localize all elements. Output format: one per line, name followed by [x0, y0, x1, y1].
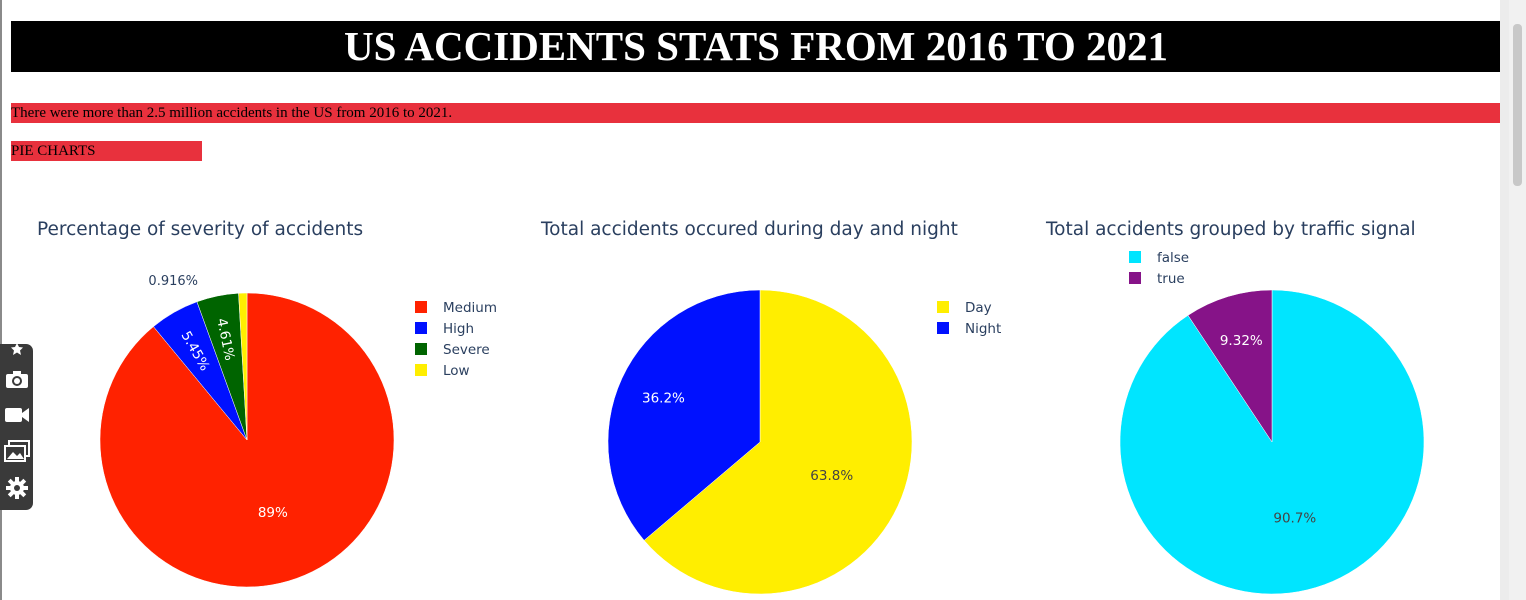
- video-icon[interactable]: [3, 402, 30, 428]
- legend-label-night[interactable]: Night: [965, 321, 1001, 337]
- legend-swatch-false[interactable]: [1129, 251, 1141, 263]
- pie-chart-3: Total accidents grouped by traffic signa…: [1045, 219, 1425, 595]
- legend-label-low[interactable]: Low: [443, 363, 470, 379]
- gallery-icon[interactable]: [3, 438, 30, 464]
- chart-title: Total accidents occured during day and n…: [540, 219, 958, 240]
- slice-label-medium: 89%: [258, 505, 288, 521]
- slice-label-false: 90.7%: [1273, 511, 1316, 527]
- legend-label-day[interactable]: Day: [965, 300, 992, 316]
- slice-label-low: 0.916%: [148, 274, 198, 289]
- legend-label-high[interactable]: High: [443, 321, 474, 337]
- legend-swatch-night[interactable]: [937, 322, 949, 334]
- summary-banner: There were more than 2.5 million acciden…: [11, 103, 1501, 123]
- legend-swatch-medium[interactable]: [415, 301, 427, 313]
- pie-slice-true[interactable]: [1187, 289, 1273, 443]
- chart-title: Percentage of severity of accidents: [37, 219, 363, 240]
- page-margin: [1500, 0, 1509, 600]
- slice-label-night: 36.2%: [642, 390, 685, 406]
- legend-label-medium[interactable]: Medium: [443, 300, 497, 316]
- vertical-scrollbar[interactable]: [1509, 0, 1526, 600]
- legend-swatch-low[interactable]: [415, 364, 427, 376]
- chart-title: Total accidents grouped by traffic signa…: [1045, 219, 1416, 240]
- legend-label-severe[interactable]: Severe: [443, 342, 490, 358]
- slice-label-day: 63.8%: [810, 468, 853, 484]
- pie-slice-day[interactable]: [643, 289, 913, 595]
- pie-slice-night[interactable]: [607, 289, 761, 541]
- pie-chart-1: Percentage of severity of accidents89%5.…: [37, 219, 497, 588]
- page-title: US ACCIDENTS STATS FROM 2016 TO 2021: [11, 21, 1501, 72]
- legend-swatch-true[interactable]: [1129, 272, 1141, 284]
- legend-label-true[interactable]: true: [1157, 271, 1185, 287]
- settings-icon[interactable]: [3, 475, 30, 501]
- floating-toolbar: [0, 343, 33, 510]
- legend-swatch-high[interactable]: [415, 322, 427, 334]
- camera-icon[interactable]: [3, 366, 30, 392]
- scrollbar-thumb[interactable]: [1513, 24, 1522, 186]
- pin-icon[interactable]: [3, 340, 30, 358]
- pie-slice-low[interactable]: [238, 292, 248, 441]
- legend-label-false[interactable]: false: [1157, 250, 1189, 266]
- legend-swatch-severe[interactable]: [415, 343, 427, 355]
- legend-swatch-day[interactable]: [937, 301, 949, 313]
- section-label: PIE CHARTS: [11, 141, 202, 161]
- window-left-border: [0, 0, 2, 600]
- pie-chart-2: Total accidents occured during day and n…: [540, 219, 1001, 595]
- slice-label-true: 9.32%: [1220, 333, 1263, 349]
